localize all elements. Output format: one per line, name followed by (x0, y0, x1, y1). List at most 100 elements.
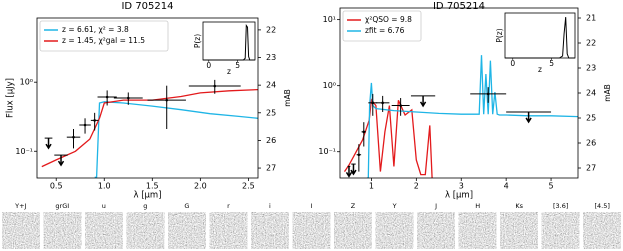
data-point (381, 101, 384, 105)
thumbnail-image (209, 212, 248, 249)
y2-tick-label: 23 (266, 53, 276, 62)
data-point (362, 130, 366, 134)
data-point (399, 104, 402, 107)
thumbnail-image (292, 212, 331, 249)
y2-tick-label: 21 (586, 14, 596, 23)
inset-x-label: z (227, 67, 231, 76)
x-tick-label: 4 (504, 182, 509, 191)
thumbnail-image (2, 212, 40, 249)
inset-frame (504, 12, 576, 59)
thumbnail-label: G (184, 202, 189, 210)
thumbnail-image (541, 212, 580, 249)
y2-tick-label: 25 (586, 114, 596, 123)
thumbnail-image (458, 212, 497, 249)
thumbnail-image (500, 212, 538, 249)
x-tick-label: 2.0 (194, 182, 207, 191)
thumbnail-image (334, 212, 372, 249)
thumbnail-image (375, 212, 414, 249)
data-point (486, 92, 490, 96)
upper-limit (45, 138, 52, 150)
legend-label: χ²QSO = 9.8 (365, 15, 412, 24)
chart-title: ID 705214 (121, 1, 173, 12)
data-point (126, 96, 130, 100)
x-tick-label: 3 (459, 182, 464, 191)
thumbnail-label: [4.5] (595, 202, 610, 210)
data-point (357, 153, 361, 157)
inset-x-label: z (538, 65, 542, 74)
thumbnail-image (251, 212, 289, 249)
thumbnail-label: grGI (55, 202, 69, 210)
upper-limit (350, 164, 357, 176)
legend-label: z = 1.45, χ²gal = 11.5 (62, 36, 145, 45)
y-tick-label: 10¹ (323, 15, 336, 24)
thumbnail-image (583, 212, 621, 249)
thumbnail-label: g (143, 202, 147, 210)
thumbnail-image (43, 212, 82, 249)
data-point (213, 84, 217, 88)
y2-tick-label: 22 (266, 25, 276, 34)
data-point (165, 98, 169, 102)
x-tick-label: 2.5 (242, 182, 255, 191)
thumbnail-image (85, 212, 123, 249)
thumbnail-label: r (227, 202, 230, 210)
y2-tick-label: 27 (586, 164, 596, 173)
y2-tick-label: 24 (586, 89, 596, 98)
y2-tick-label: 25 (266, 108, 276, 117)
thumbnail-label: Ks (515, 202, 523, 210)
data-point (371, 101, 375, 105)
y-tick-label: 10⁰ (323, 81, 336, 90)
thumbnail-label: Z (351, 202, 356, 210)
inset-y-label: P(z) (193, 34, 202, 48)
chart-title: ID 705214 (433, 1, 485, 12)
thumbnail-label: I (311, 202, 313, 210)
thumbnail-label: Y+J (14, 202, 26, 210)
x-tick-label: 0.5 (50, 182, 63, 191)
thumbnail-label: u (102, 202, 106, 210)
sed-line (343, 98, 433, 178)
y-tick-label: 10⁻¹ (318, 147, 336, 156)
data-point (105, 95, 109, 99)
thumbnail-image (168, 212, 206, 249)
upper-limit (345, 166, 353, 178)
x-tick-label: 2 (414, 182, 419, 191)
x-tick-label: 1.0 (98, 182, 111, 191)
y2-tick-label: 27 (266, 164, 276, 173)
inset-x-tick-label: 0 (206, 61, 211, 70)
inset-x-tick-label: 5 (235, 61, 240, 70)
inset-x-tick-label: 5 (549, 59, 554, 68)
thumbnail-label: J (434, 202, 437, 210)
legend-box (342, 10, 422, 42)
data-point (72, 135, 75, 139)
y-axis-label: Flux [μJy] (6, 78, 16, 118)
plot-content (343, 55, 578, 178)
thumbnail-label: i (269, 202, 271, 210)
upper-limit (419, 95, 427, 108)
thumbnail-label: [3.6] (553, 202, 568, 210)
plot-content (41, 79, 258, 178)
y2-tick-label: 26 (266, 136, 276, 145)
legend-label: z = 6.61, χ² = 3.8 (62, 25, 129, 34)
y2-axis-label: mAB (603, 84, 612, 102)
thumbnail-label: H (475, 202, 480, 210)
thumbnail-image (417, 212, 455, 249)
pz-line (203, 23, 255, 61)
inset-y-label: P(z) (495, 28, 504, 42)
plot-frame (36, 17, 259, 179)
y-tick-label: 10⁻¹ (15, 147, 33, 156)
sed-line (41, 88, 258, 168)
y2-axis-label: mAB (283, 89, 292, 107)
legend-label: zfit = 6.76 (365, 26, 405, 35)
y2-tick-label: 23 (586, 64, 596, 73)
data-point (83, 123, 87, 127)
inset-x-tick-label: 0 (510, 59, 515, 68)
upper-limit (525, 111, 532, 124)
sed-line (94, 101, 258, 178)
x-tick-label: 1 (369, 182, 374, 191)
y2-tick-label: 22 (586, 39, 596, 48)
x-tick-label: 5 (549, 182, 554, 191)
data-point (93, 119, 96, 122)
legend-box (39, 20, 169, 52)
x-tick-label: 1.5 (146, 182, 159, 191)
x-axis-label: λ [μm] (445, 191, 473, 201)
